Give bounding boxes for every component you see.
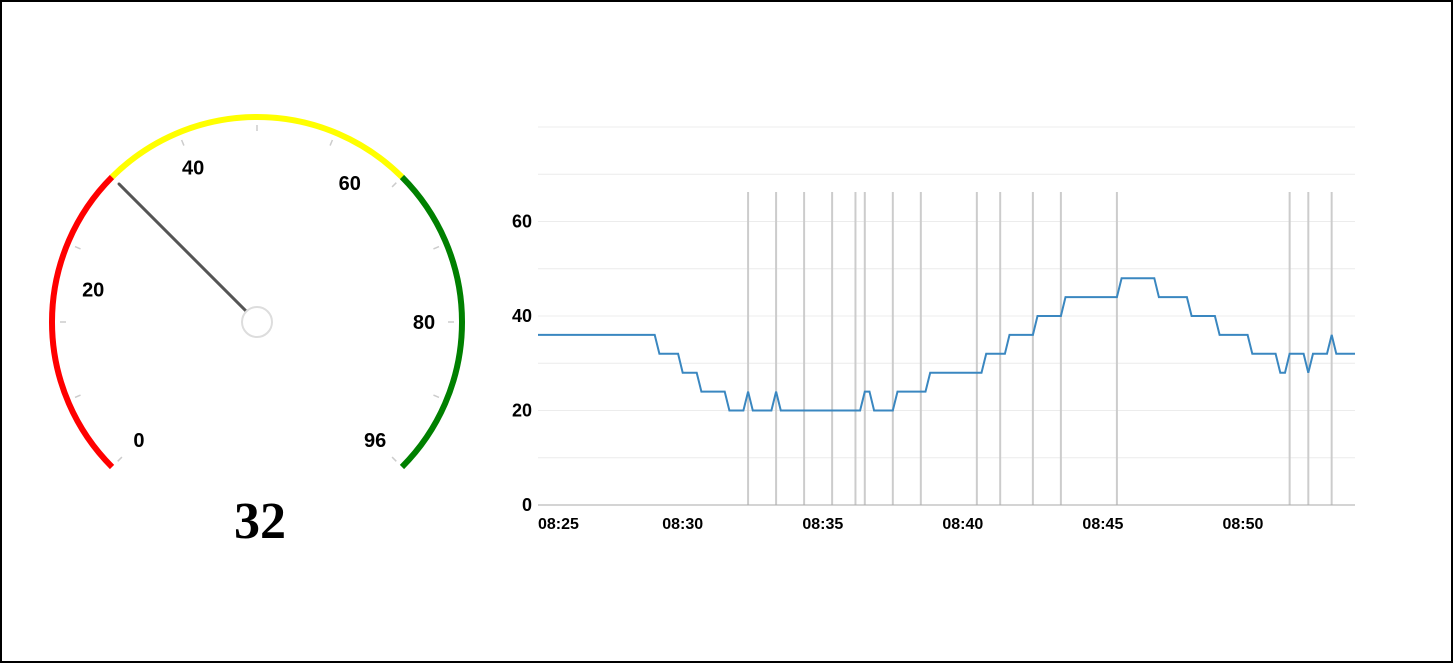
gauge-tick <box>74 245 81 250</box>
chart-gridlines <box>538 126 1355 459</box>
line-chart: 0 20 40 60 08:25 08:30 08:35 08:40 08:45 08:50 <box>512 126 1355 533</box>
gauge-band-0 <box>49 174 115 470</box>
gauge-tick <box>329 139 334 146</box>
y-tick-labels: 0 20 40 60 <box>512 212 532 516</box>
x-tick-label: 08:40 <box>942 516 983 533</box>
gauge-tick <box>433 245 440 250</box>
x-tick-label: 08:30 <box>662 516 703 533</box>
gauge-tick-label: 40 <box>182 158 204 180</box>
gauge-tick <box>391 182 397 188</box>
chart-event-markers <box>747 192 1333 505</box>
gauge-tick <box>433 394 440 399</box>
gauge-tick-label: 96 <box>364 430 386 452</box>
y-tick-label: 0 <box>522 495 532 515</box>
y-tick-label: 40 <box>512 306 532 326</box>
gauge-bands <box>49 114 465 470</box>
gauge-band-1 <box>109 114 405 180</box>
gauge-tick <box>117 456 123 462</box>
gauge-value-readout: 32 <box>234 493 286 550</box>
gauge-tick-label: 20 <box>82 279 104 301</box>
x-tick-label: 08:25 <box>538 516 579 533</box>
gauge-tick-label: 60 <box>339 173 361 195</box>
gauge-band-2 <box>399 174 465 470</box>
gauge-tick-labels: 0 20 40 60 80 96 <box>82 158 435 452</box>
gauge-tick <box>180 139 185 146</box>
gauge-tick-label: 0 <box>133 430 144 452</box>
y-tick-label: 60 <box>512 212 532 232</box>
x-tick-label: 08:45 <box>1082 516 1123 533</box>
gauge-tick-label: 80 <box>413 312 435 334</box>
x-tick-labels: 08:25 08:30 08:35 08:40 08:45 08:50 <box>538 516 1264 533</box>
x-tick-label: 08:35 <box>802 516 843 533</box>
gauge-tick <box>74 394 81 399</box>
gauge-needle <box>117 182 259 324</box>
gauge-minor-ticks <box>60 125 454 462</box>
y-tick-label: 20 <box>512 401 532 421</box>
speed-gauge: 0 20 40 60 80 96 32 <box>49 114 465 550</box>
gauge-hub <box>241 306 273 338</box>
x-tick-label: 08:50 <box>1222 516 1263 533</box>
series-line <box>538 277 1355 412</box>
gauge-tick <box>391 456 397 462</box>
